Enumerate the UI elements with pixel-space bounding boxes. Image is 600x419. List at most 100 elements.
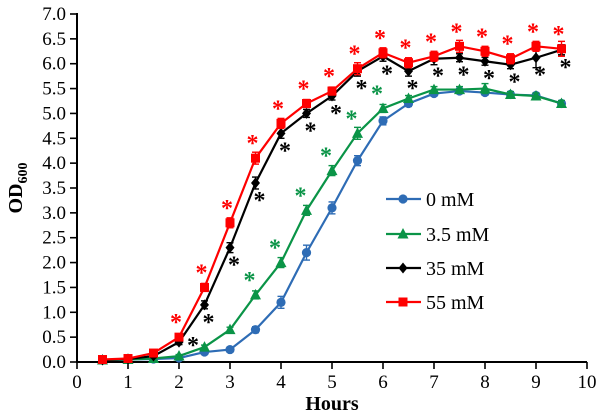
significance-asterisk: * <box>407 76 419 102</box>
significance-asterisk: * <box>476 24 488 50</box>
significance-asterisk: * <box>279 138 291 164</box>
data-point-marker <box>250 325 261 335</box>
significance-asterisk: * <box>330 101 342 127</box>
data-point-marker <box>98 355 107 365</box>
x-tick-label: 0 <box>72 372 82 393</box>
data-point-marker <box>251 153 260 163</box>
data-point-marker <box>302 98 311 108</box>
data-point-marker <box>149 348 158 358</box>
significance-asterisk: * <box>298 76 310 102</box>
significance-asterisk: * <box>170 310 182 336</box>
significance-asterisk: * <box>356 76 368 102</box>
data-point-marker <box>225 344 235 355</box>
x-tick-label: 10 <box>578 372 597 393</box>
y-tick-label: 7.0 <box>42 4 66 25</box>
legend-label: 3.5 mM <box>426 224 490 246</box>
significance-asterisks-layer: ****** *** * * * * * * *********** * * * * * ******* <box>170 19 572 359</box>
y-tick-label: 0.5 <box>42 327 66 348</box>
significance-asterisk: * <box>272 96 284 122</box>
data-point-marker <box>301 204 312 215</box>
significance-asterisk: * <box>451 19 463 45</box>
x-axis-title: Hours <box>305 393 359 415</box>
significance-asterisk: * <box>247 131 259 157</box>
data-point-marker <box>123 354 133 364</box>
data-point-marker <box>200 299 209 311</box>
legend-item-0mM: 0 mM <box>386 189 475 211</box>
x-tick-label: 6 <box>378 372 388 393</box>
data-point-marker <box>403 92 414 104</box>
data-point-marker <box>327 203 337 213</box>
data-point-marker <box>480 55 490 67</box>
data-point-marker <box>326 164 338 176</box>
data-point-marker <box>455 52 464 64</box>
legend-marker <box>398 297 408 307</box>
significance-asterisk: * <box>527 19 539 45</box>
data-point-marker <box>531 52 541 64</box>
y-tick-label: 4.5 <box>42 128 66 149</box>
data-point-marker <box>557 44 566 54</box>
legend-label: 55 mM <box>426 292 485 314</box>
x-tick-label: 2 <box>174 372 184 393</box>
data-point-marker <box>353 64 362 74</box>
data-point-marker <box>480 46 490 56</box>
y-axis-title: OD600 <box>5 163 31 214</box>
data-point-marker <box>225 218 235 228</box>
significance-asterisk: * <box>187 333 199 359</box>
series-55mM <box>98 39 566 365</box>
y-tick-label: 5.0 <box>42 103 66 124</box>
significance-asterisk: * <box>323 64 335 90</box>
series-3_5mM <box>97 82 567 365</box>
x-tick-label: 3 <box>225 372 235 393</box>
significance-asterisk: * <box>295 183 307 209</box>
x-tick-label: 5 <box>327 372 337 393</box>
data-point-marker <box>275 256 287 268</box>
legend-marker <box>398 194 408 204</box>
y-tick-label: 3.0 <box>42 203 66 224</box>
x-tick-label: 8 <box>480 372 490 393</box>
data-point-marker <box>224 323 236 335</box>
data-point-marker <box>404 58 413 68</box>
y-tick-label: 3.5 <box>42 178 66 199</box>
legend-label: 0 mM <box>426 189 475 211</box>
data-point-marker <box>327 86 337 96</box>
data-point-marker <box>556 97 567 108</box>
data-point-marker <box>479 82 491 94</box>
data-point-marker <box>404 65 413 77</box>
data-point-marker <box>173 350 185 361</box>
significance-asterisk: * <box>458 63 470 89</box>
legend-item-55mM: 55 mM <box>386 292 485 314</box>
data-point-marker <box>301 248 312 258</box>
y-tick-label: 6.5 <box>42 29 66 50</box>
data-point-marker <box>174 332 184 342</box>
data-point-marker <box>505 88 516 100</box>
data-point-marker <box>378 48 388 58</box>
data-point-marker <box>378 116 388 126</box>
significance-asterisk: * <box>228 253 240 279</box>
significance-asterisk: * <box>374 26 386 52</box>
significance-asterisk: * <box>502 32 514 58</box>
significance-asterisk: * <box>381 61 393 87</box>
y-tick-label: 6.0 <box>42 54 66 75</box>
data-point-marker <box>530 90 542 101</box>
data-point-marker <box>454 83 465 95</box>
significance-asterisk: * <box>320 144 332 170</box>
significance-asterisk: * <box>560 55 572 81</box>
data-point-marker <box>200 282 209 292</box>
data-point-marker <box>302 107 311 119</box>
significance-asterisk: * <box>305 118 317 144</box>
significance-asterisk: * <box>196 260 208 286</box>
data-point-marker <box>276 127 286 139</box>
x-tick-label: 4 <box>276 372 286 393</box>
x-tick-label: 7 <box>429 372 439 393</box>
axis-ticks: 0 1 2 3 4 5 6 7 8 9 10 0.0 0.5 1.0 1.5 2.0 2.5 3.0 3.5 4.0 4… <box>42 4 596 393</box>
data-point-marker <box>250 288 261 300</box>
data-point-marker <box>429 51 439 61</box>
significance-asterisk: * <box>254 188 266 214</box>
y-tick-label: 5.5 <box>42 79 66 100</box>
significance-asterisk: * <box>244 268 256 294</box>
legend-marker <box>398 262 408 274</box>
data-point-marker <box>225 242 235 254</box>
data-point-marker <box>199 341 210 352</box>
data-point-marker <box>276 118 286 128</box>
